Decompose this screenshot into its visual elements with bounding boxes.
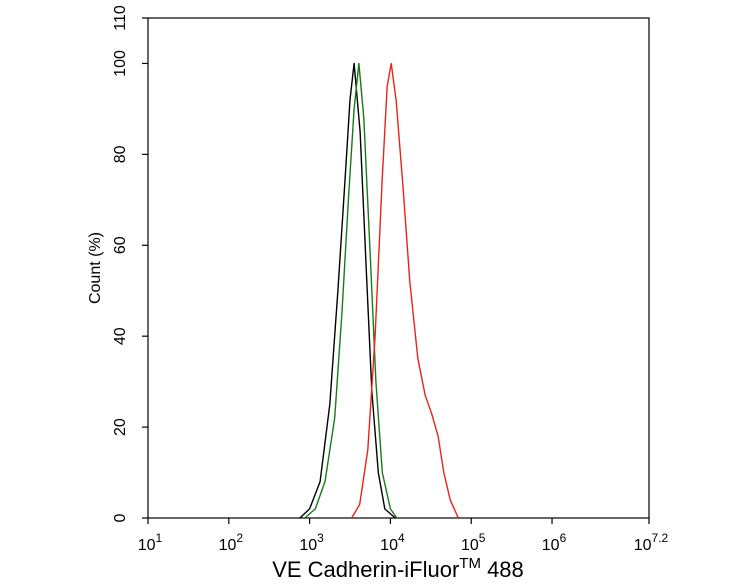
x-tick-label: 106: [542, 531, 567, 554]
y-tick-label: 40: [112, 327, 129, 345]
y-axis-label: Count (%): [87, 232, 104, 304]
x-tick-exponent: 2: [236, 531, 243, 545]
x-tick-label: 103: [299, 531, 324, 554]
x-tick-exponent: 4: [398, 531, 405, 545]
y-tick-label: 0: [112, 513, 129, 522]
x-tick-exponent: 5: [479, 531, 486, 545]
x-tick-exponent: 3: [317, 531, 324, 545]
x-tick-label: 104: [380, 531, 405, 554]
y-tick-label: 110: [112, 5, 129, 31]
x-tick-base: 10: [380, 537, 398, 554]
histogram-line: [350, 62, 459, 519]
x-tick-base: 10: [542, 537, 560, 554]
y-tick-label: 80: [112, 145, 129, 163]
x-tick-base: 10: [138, 537, 156, 554]
y-tick-label: 100: [112, 50, 129, 77]
x-axis-label-superscript: TM: [459, 555, 481, 572]
x-tick-label: 101: [138, 531, 163, 554]
histogram-line: [304, 62, 398, 519]
x-axis-label-suffix: 488: [481, 557, 524, 582]
x-tick-label: 105: [461, 531, 486, 554]
y-tick-label: 60: [112, 236, 129, 254]
x-tick-exponent: 7.2: [652, 531, 669, 545]
x-axis-label-text: VE Cadherin-iFluor: [272, 557, 459, 582]
x-tick-base: 10: [219, 537, 237, 554]
x-tick-base: 10: [461, 537, 479, 554]
y-tick-label: 20: [112, 418, 129, 436]
x-tick-exponent: 1: [156, 531, 163, 545]
plot-frame: [147, 17, 650, 519]
x-tick-label: 102: [219, 531, 244, 554]
x-tick-base: 10: [299, 537, 317, 554]
x-tick-base: 10: [634, 537, 652, 554]
histogram-line: [299, 62, 396, 519]
x-tick-exponent: 6: [560, 531, 567, 545]
x-axis-label: VE Cadherin-iFluorTM 488: [272, 555, 524, 582]
x-tick-label: 107.2: [634, 531, 669, 554]
